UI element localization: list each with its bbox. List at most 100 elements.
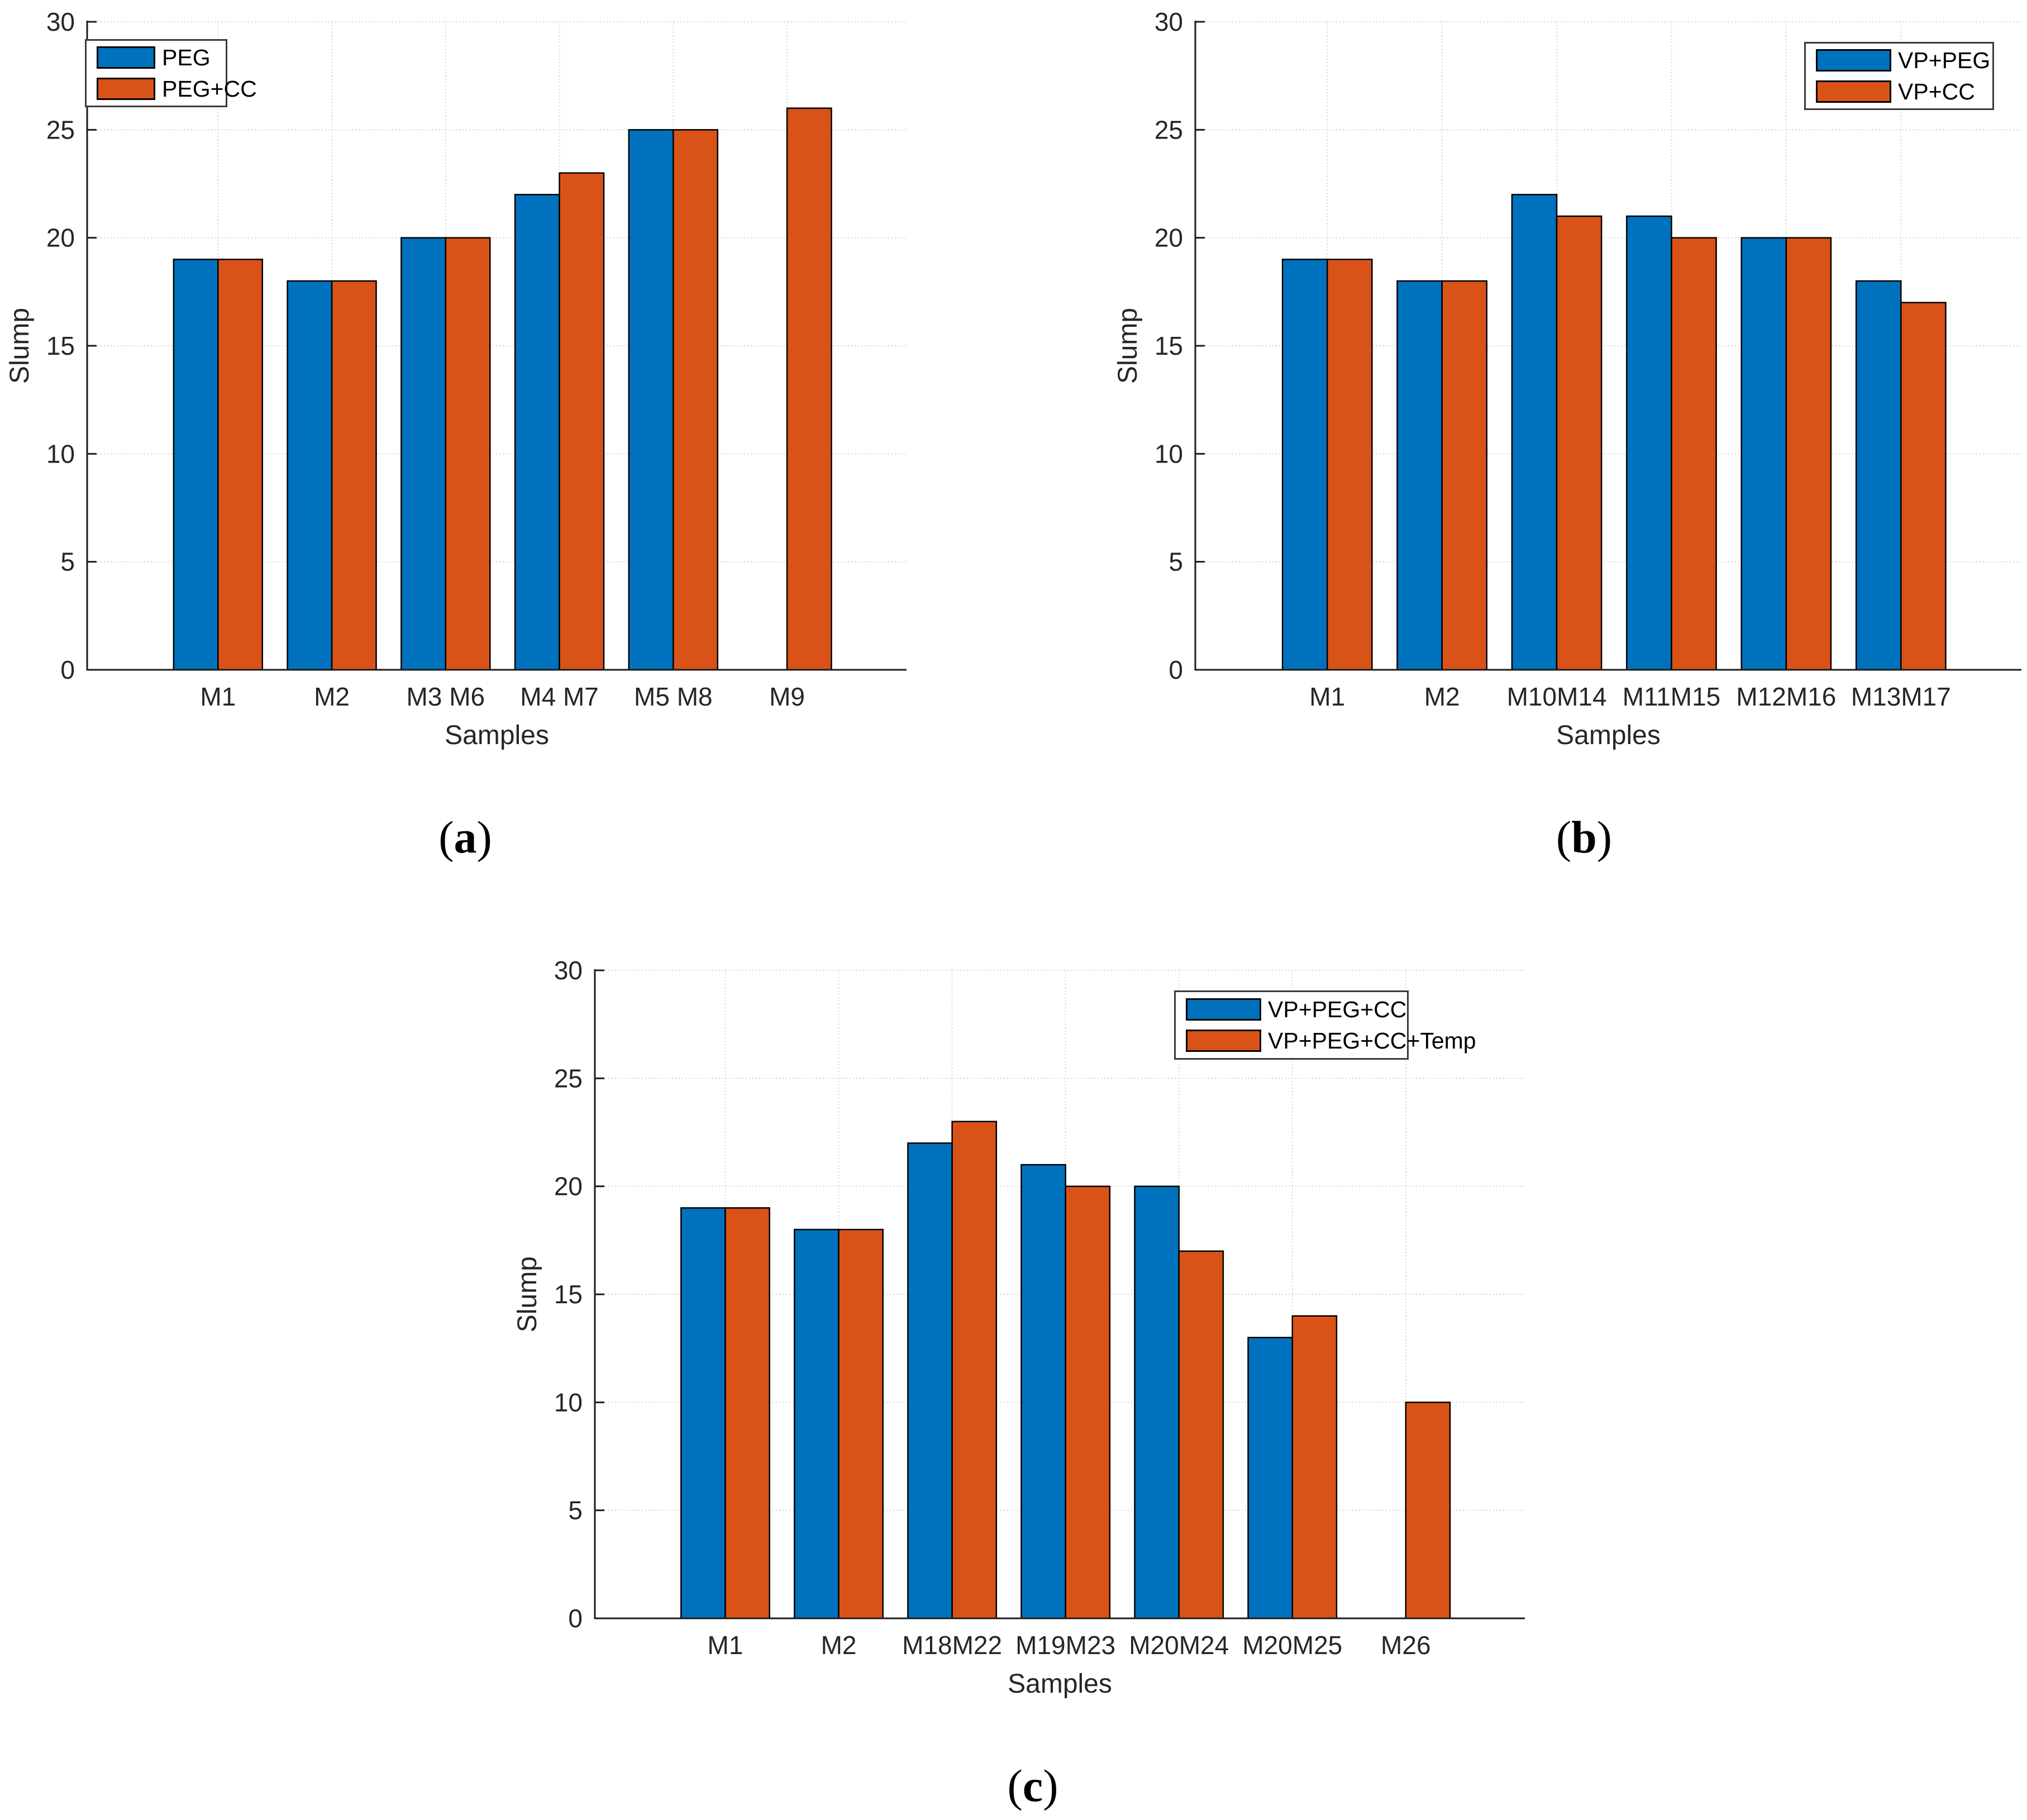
legend-panel-a: PEG PEG+CC xyxy=(85,39,257,107)
bar-VP+PEG+CC-M20M25 xyxy=(1247,1337,1294,1619)
bar-PEG+CC-M5 M8 xyxy=(673,129,719,671)
x-tick-label: M20M25 xyxy=(1242,1631,1342,1660)
y-tick-label: 0 xyxy=(568,1604,583,1633)
x-tick-label: M1 xyxy=(1309,682,1345,711)
x-axis-title: Samples xyxy=(445,721,549,750)
legend-label: VP+PEG+CC xyxy=(1268,996,1407,1022)
bar-VP+CC-M13M17 xyxy=(1900,302,1947,671)
y-axis-title: Slump xyxy=(1113,308,1143,384)
plot-area-b: 0 5 10 15 20 25 30 M1 M2 M10M14 M11M15 M12M16 M13M17… xyxy=(1113,7,2021,750)
legend-item: VP+CC xyxy=(1816,80,1982,103)
panel-label-a: (a) xyxy=(438,812,492,863)
bar-PEG-M4 M7 xyxy=(514,194,560,671)
legend-item: VP+PEG xyxy=(1816,49,1990,72)
legend-label: VP+PEG xyxy=(1898,47,1991,73)
legend-swatch-VP+PEG+CC xyxy=(1186,998,1261,1021)
x-tick-label: M2 xyxy=(1424,682,1460,711)
bar-VP+CC-M10M14 xyxy=(1556,215,1602,671)
bar-PEG+CC-M2 xyxy=(331,280,377,671)
y-tick-label: 20 xyxy=(46,223,75,252)
bar-VP+PEG+CC+Temp-M20M25 xyxy=(1291,1315,1338,1619)
bar-VP+PEG+CC+Temp-M26 xyxy=(1405,1402,1451,1619)
bar-PEG-M1 xyxy=(173,259,219,671)
x-tick-label: M26 xyxy=(1381,1631,1430,1660)
x-tick-label: M9 xyxy=(769,682,805,711)
legend-swatch-VP+CC xyxy=(1816,80,1891,103)
y-tick-label: 30 xyxy=(554,956,583,985)
x-tick-label: M20M24 xyxy=(1129,1631,1229,1660)
y-tick-label: 10 xyxy=(46,439,75,468)
bar-VP+PEG-M12M16 xyxy=(1740,237,1787,671)
x-tick-label: M10M14 xyxy=(1507,682,1607,711)
x-tick-label: M13M17 xyxy=(1851,682,1951,711)
x-tick-label: M3 M6 xyxy=(407,682,485,711)
bar-PEG+CC-M4 M7 xyxy=(559,172,605,671)
bar-VP+PEG+CC+Temp-M19M23 xyxy=(1065,1185,1111,1619)
y-tick-label: 0 xyxy=(1168,655,1183,684)
bar-PEG+CC-M1 xyxy=(217,259,264,671)
bar-PEG-M5 M8 xyxy=(628,129,674,671)
legend-swatch-VP+PEG+CC+Temp xyxy=(1186,1030,1261,1052)
bar-PEG-M3 M6 xyxy=(400,237,447,671)
bar-VP+PEG+CC+Temp-M20M24 xyxy=(1178,1250,1224,1619)
legend-panel-c: VP+PEG+CC VP+PEG+CC+Temp xyxy=(1174,990,1476,1060)
bar-VP+CC-M11M15 xyxy=(1671,237,1717,671)
bar-VP+PEG-M10M14 xyxy=(1511,194,1558,671)
legend-label: PEG xyxy=(162,44,211,70)
y-tick-label: 15 xyxy=(554,1280,583,1309)
bar-VP+PEG+CC-M1 xyxy=(680,1207,726,1619)
legend-swatch-PEG+CC xyxy=(97,78,155,100)
legend-item: PEG+CC xyxy=(97,77,257,101)
x-tick-label: M12M16 xyxy=(1736,682,1836,711)
y-tick-label: 20 xyxy=(554,1172,583,1201)
legend-swatch-VP+PEG xyxy=(1816,49,1891,72)
bar-VP+PEG+CC-M2 xyxy=(794,1228,840,1619)
y-tick-label: 20 xyxy=(1155,223,1183,252)
bar-VP+PEG+CC+Temp-M18M22 xyxy=(951,1121,998,1619)
x-tick-label: M2 xyxy=(314,682,350,711)
y-tick-label: 25 xyxy=(46,115,75,144)
y-tick-label: 25 xyxy=(554,1064,583,1093)
plot-area-a: 0 5 10 15 20 25 30 M1 M2 M3 M6 M4 M7 M5 M8 M9 Samples… xyxy=(5,7,907,750)
bar-VP+PEG-M1 xyxy=(1281,259,1328,671)
bar-VP+CC-M1 xyxy=(1326,259,1373,671)
bar-VP+PEG+CC-M19M23 xyxy=(1020,1164,1066,1619)
legend-panel-b: VP+PEG VP+CC xyxy=(1804,42,1994,110)
chart-panel-b: 0 5 10 15 20 25 30 M1 M2 M10M14 M11M15 M12M16 M13M17… xyxy=(1033,0,2027,871)
y-tick-label: 5 xyxy=(1168,547,1183,577)
plot-area-c: 0 5 10 15 20 25 30 M1 M2 M18M22 M19M23 M20M24 M20M25… xyxy=(513,956,1525,1699)
x-tick-label: M5 M8 xyxy=(634,682,713,711)
y-tick-label: 25 xyxy=(1155,115,1183,144)
x-axis-title: Samples xyxy=(1008,1669,1112,1699)
legend-swatch-PEG xyxy=(97,46,155,69)
legend-item: VP+PEG+CC+Temp xyxy=(1186,1029,1476,1052)
y-tick-label: 30 xyxy=(46,7,75,36)
y-tick-label: 5 xyxy=(60,547,75,577)
bar-VP+PEG-M13M17 xyxy=(1855,280,1902,671)
bar-VP+PEG-M2 xyxy=(1396,280,1443,671)
x-tick-label: M18M22 xyxy=(902,1631,1002,1660)
x-tick-label: M4 M7 xyxy=(520,682,599,711)
chart-panel-a: 0 5 10 15 20 25 30 M1 M2 M3 M6 M4 M7 M5 M8 M9 Samples… xyxy=(0,0,994,871)
chart-panel-c: 0 5 10 15 20 25 30 M1 M2 M18M22 M19M23 M20M24 M20M25… xyxy=(503,910,1564,1820)
legend-label: VP+CC xyxy=(1898,78,1975,104)
bar-VP+CC-M12M16 xyxy=(1785,237,1832,671)
x-tick-label: M11M15 xyxy=(1623,682,1721,711)
legend-label: VP+PEG+CC+Temp xyxy=(1268,1027,1476,1054)
bar-VP+PEG+CC-M20M24 xyxy=(1134,1185,1180,1619)
bar-VP+PEG+CC+Temp-M1 xyxy=(724,1207,770,1619)
bar-PEG+CC-M3 M6 xyxy=(445,237,491,671)
x-tick-label: M1 xyxy=(200,682,236,711)
x-tick-label: M2 xyxy=(821,1631,857,1660)
legend-item: PEG xyxy=(97,46,216,69)
bar-PEG-M2 xyxy=(287,280,333,671)
y-axis-title: Slump xyxy=(513,1256,542,1332)
panel-label-b: (b) xyxy=(1556,812,1613,863)
bar-VP+PEG+CC+Temp-M2 xyxy=(838,1228,884,1619)
panel-label-c: (c) xyxy=(1007,1760,1058,1811)
bar-VP+PEG-M11M15 xyxy=(1626,215,1672,671)
y-tick-label: 30 xyxy=(1155,7,1183,36)
bar-PEG+CC-M9 xyxy=(786,107,832,671)
x-axis-title: Samples xyxy=(1556,721,1661,750)
